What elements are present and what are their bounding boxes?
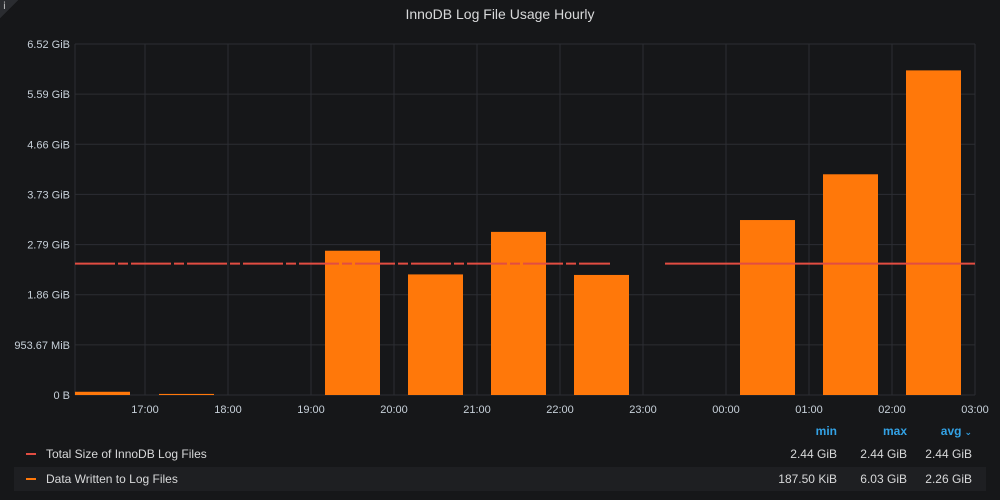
x-tick-label: 19:00 (297, 404, 325, 416)
legend-header-min[interactable]: min (815, 424, 837, 438)
x-tick-label: 17:00 (131, 404, 159, 416)
y-tick-label: 0 B (53, 390, 70, 402)
y-tick-label: 6.52 GiB (27, 39, 70, 51)
legend-min-value: 187.50 KiB (778, 472, 837, 486)
legend-header-max[interactable]: max (882, 424, 907, 438)
legend-min-value: 2.44 GiB (790, 447, 837, 461)
x-tick-label: 18:00 (214, 404, 242, 416)
bar (325, 250, 380, 395)
legend: min max avg ⌄ Total Size of InnoDB Log Fi… (14, 420, 986, 495)
legend-series-name[interactable]: Data Written to Log Files (46, 472, 178, 486)
chart-plot-area: 0 B 953.67 MiB 1.86 GiB 2.79 GiB 3.73 GiB 4.6… (14, 39, 989, 416)
legend-header-avg-label: avg (940, 424, 962, 438)
legend-max-value: 2.44 GiB (860, 447, 907, 461)
chevron-down-icon: ⌄ (964, 427, 972, 437)
bar (823, 174, 878, 395)
bar (159, 393, 214, 395)
x-tick-label: 21:00 (463, 404, 491, 416)
bar (906, 70, 961, 395)
x-tick-label: 00:00 (712, 404, 740, 416)
legend-row-total-size[interactable]: Total Size of InnoDB Log Files 2.44 GiB … (14, 442, 986, 466)
y-tick-label: 3.73 GiB (27, 189, 70, 201)
x-tick-label: 22:00 (546, 404, 574, 416)
x-tick-label: 02:00 (878, 404, 906, 416)
legend-avg-value: 2.26 GiB (925, 472, 972, 486)
panel-title[interactable]: InnoDB Log File Usage Hourly (405, 6, 595, 22)
y-tick-label: 953.67 MiB (14, 340, 70, 352)
legend-max-value: 6.03 GiB (860, 472, 907, 486)
y-tick-label: 4.66 GiB (27, 139, 70, 151)
bar (491, 231, 546, 395)
legend-header-avg[interactable]: avg ⌄ (941, 424, 972, 438)
y-tick-label: 1.86 GiB (27, 290, 70, 302)
panel-info-corner[interactable]: i (0, 0, 18, 18)
bar (740, 220, 795, 395)
x-tick-label: 03:00 (961, 404, 989, 416)
legend-swatch-data-written (26, 478, 36, 480)
y-tick-label: 2.79 GiB (27, 240, 70, 252)
bar (408, 274, 463, 395)
x-tick-label: 23:00 (629, 404, 657, 416)
legend-header: min max avg ⌄ (14, 420, 986, 442)
legend-avg-value: 2.44 GiB (925, 447, 972, 461)
legend-swatch-total-size (26, 453, 36, 455)
x-tick-label: 01:00 (795, 404, 823, 416)
y-tick-label: 5.59 GiB (27, 89, 70, 101)
bar (574, 274, 629, 395)
legend-row-data-written[interactable]: Data Written to Log Files 187.50 KiB 6.0… (14, 467, 986, 491)
legend-series-name[interactable]: Total Size of InnoDB Log Files (46, 447, 207, 461)
x-tick-label: 20:00 (380, 404, 408, 416)
info-icon[interactable]: i (3, 1, 6, 12)
bar (75, 391, 130, 395)
